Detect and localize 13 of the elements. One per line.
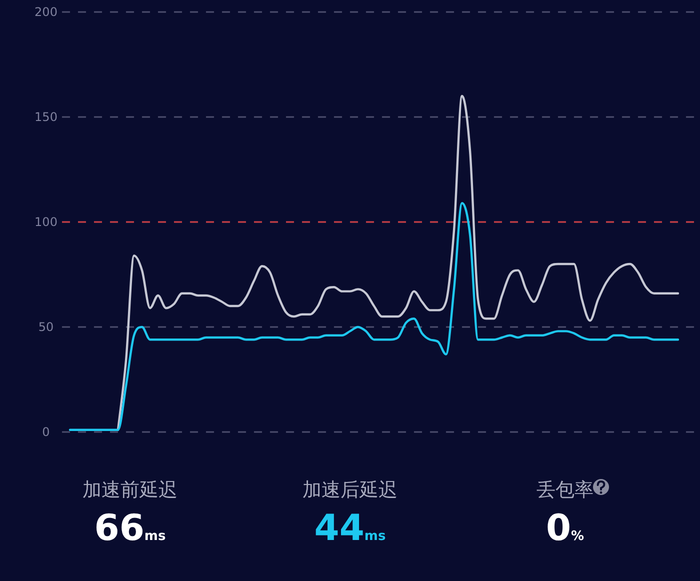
- y-tick-label: 0: [42, 425, 50, 439]
- text: 66ms: [94, 508, 166, 549]
- line-series: [116, 94, 680, 431]
- text: 丢包率: [536, 479, 594, 501]
- text: 加速前延迟: [82, 479, 178, 501]
- y-tick-label: 200: [34, 5, 58, 19]
- text: 0%: [546, 508, 584, 549]
- line-series: [68, 202, 680, 431]
- y-tick-label: 150: [34, 110, 58, 124]
- y-tick-label: 100: [34, 215, 58, 229]
- text: 加速后延迟: [302, 479, 398, 501]
- text: 44ms: [314, 508, 386, 549]
- y-tick-label: 50: [38, 320, 54, 334]
